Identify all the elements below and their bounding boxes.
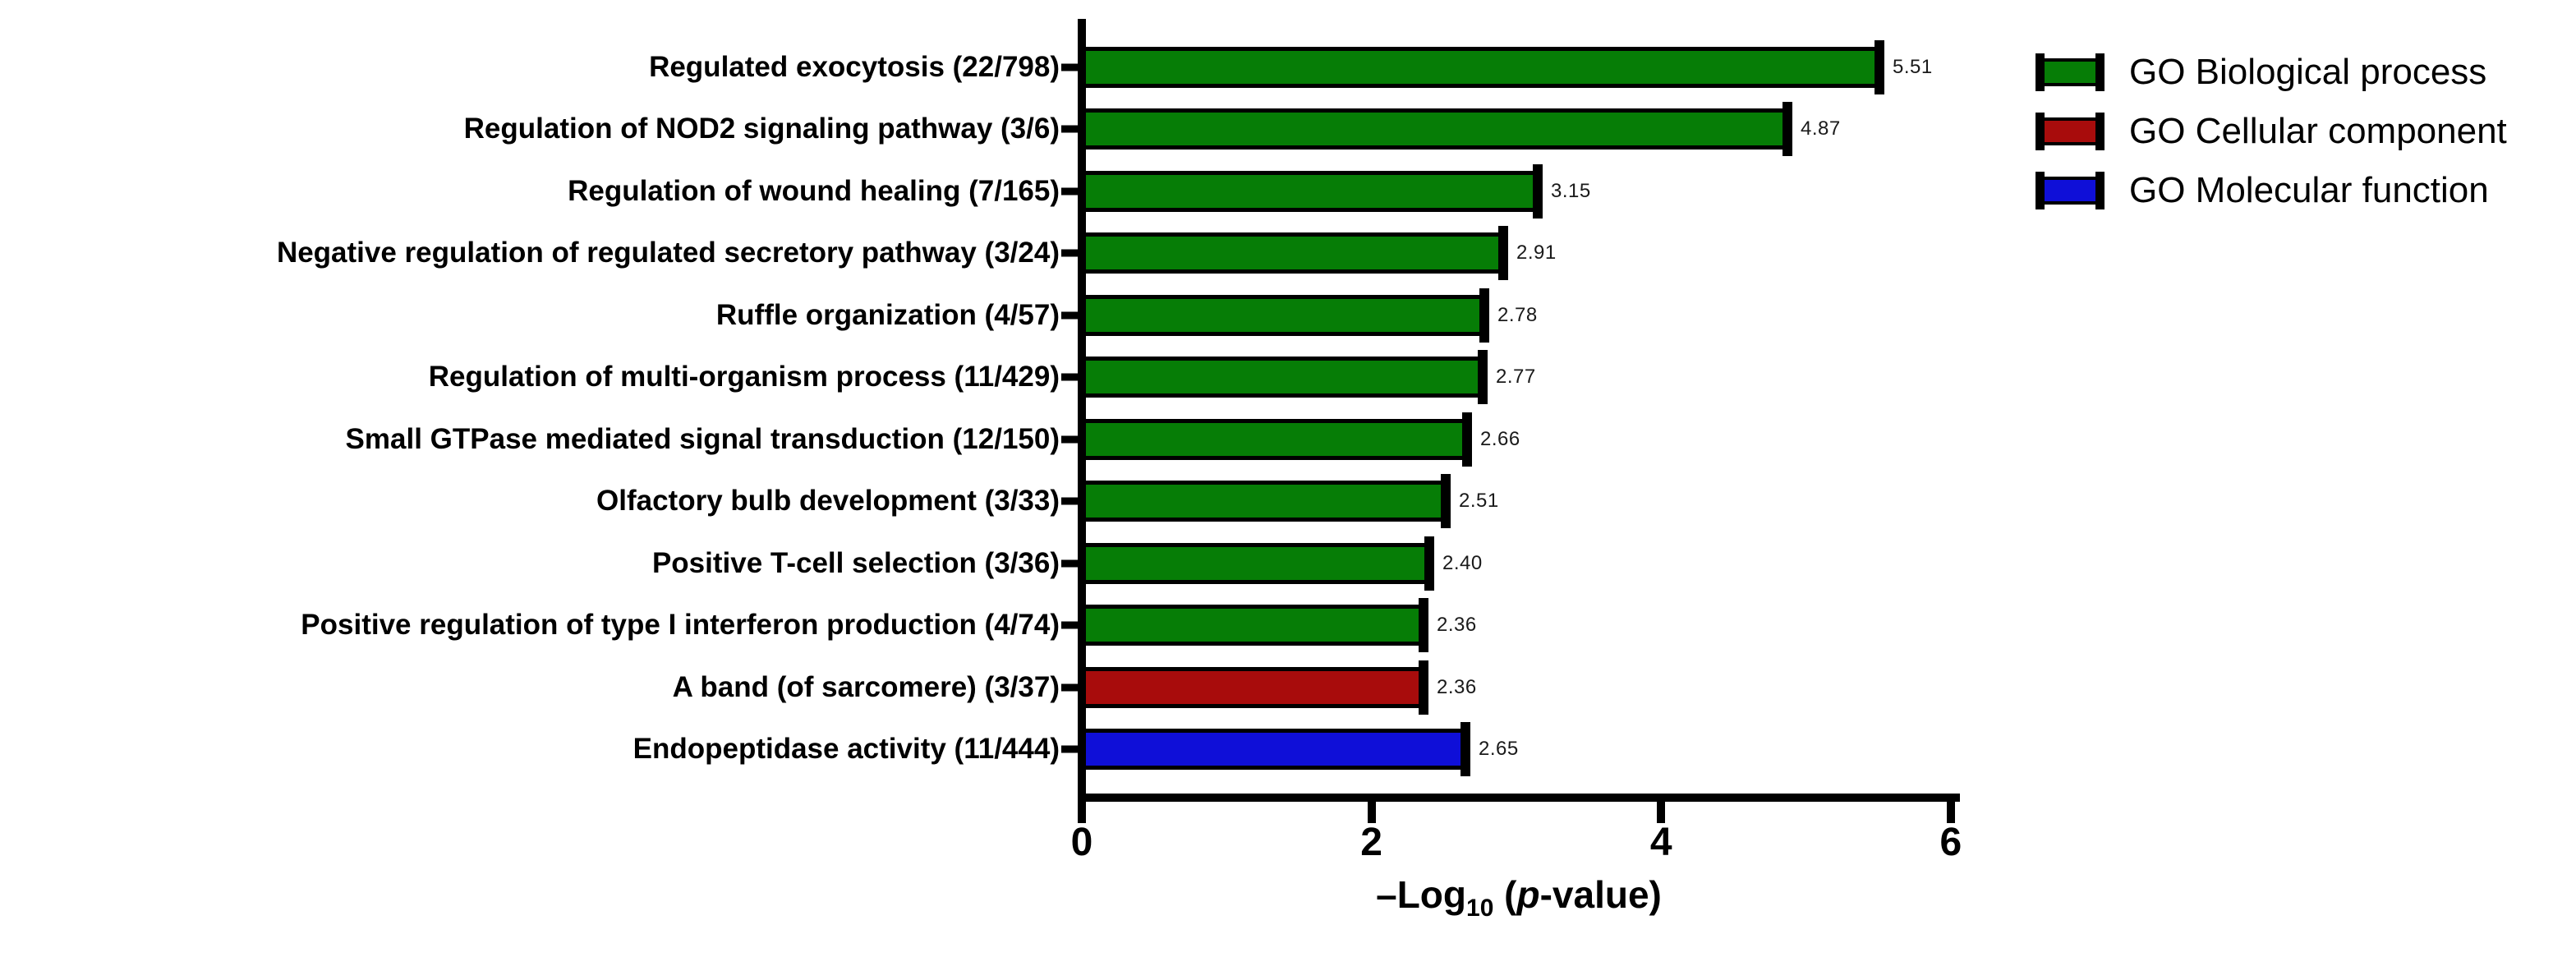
- legend-swatch-right-cap: [2095, 53, 2104, 91]
- category-label: Negative regulation of regulated secreto…: [276, 237, 1060, 269]
- x-tick-label: 0: [1070, 821, 1093, 864]
- bar-end-cap: [1874, 40, 1884, 94]
- x-tick-label: 6: [1939, 821, 1962, 864]
- category-label: Regulation of multi-organism process (11…: [428, 361, 1060, 393]
- x-axis-line: [1078, 794, 1960, 802]
- category-label: Regulated exocytosis (22/798): [649, 50, 1060, 83]
- legend-swatch-left-cap: [2036, 172, 2045, 209]
- bar-end-cap: [1478, 350, 1488, 405]
- bar-value-label: 2.36: [1437, 614, 1477, 637]
- bar-value-label: 3.15: [1551, 179, 1591, 202]
- bar-value-label: 2.40: [1442, 551, 1483, 574]
- legend-swatch-right-cap: [2095, 172, 2104, 209]
- bar: [1086, 357, 1483, 398]
- legend-item-label: GO Molecular function: [2129, 170, 2489, 210]
- category-tick: [1061, 373, 1086, 381]
- bar-value-label: 2.78: [1497, 303, 1538, 326]
- x-axis-title: –Log10 (p-value): [1078, 872, 1960, 922]
- category-label: Ruffle organization (4/57): [715, 298, 1060, 331]
- x-axis-title-prefix: –Log: [1376, 873, 1467, 916]
- bar: [1086, 481, 1446, 522]
- bar: [1086, 170, 1538, 212]
- category-tick: [1061, 621, 1086, 629]
- x-tick-label: 2: [1360, 821, 1382, 864]
- bar: [1086, 47, 1879, 88]
- y-axis-line: [1078, 19, 1086, 802]
- bar-value-label: 2.66: [1480, 427, 1520, 450]
- category-tick: [1061, 683, 1086, 691]
- bar: [1086, 666, 1424, 708]
- category-label: Olfactory bulb development (3/33): [596, 484, 1060, 517]
- bar-end-cap: [1424, 536, 1434, 591]
- bar: [1086, 232, 1503, 274]
- bar-value-label: 2.51: [1459, 490, 1499, 513]
- bar: [1086, 605, 1424, 646]
- legend-item-label: GO Cellular component: [2129, 111, 2507, 151]
- bar-end-cap: [1533, 163, 1543, 219]
- bar: [1086, 728, 1465, 770]
- legend-swatch-fill: [2040, 117, 2100, 145]
- legend-swatch-fill: [2040, 177, 2100, 205]
- category-tick: [1061, 745, 1086, 753]
- category-label: Positive regulation of type I interferon…: [301, 608, 1060, 641]
- category-tick: [1061, 435, 1086, 444]
- bar-value-label: 2.77: [1496, 366, 1536, 389]
- bar: [1086, 108, 1787, 150]
- legend-swatch-right-cap: [2095, 113, 2104, 150]
- bar-end-cap: [1782, 102, 1792, 157]
- legend-swatch-left-cap: [2036, 53, 2045, 91]
- bar-end-cap: [1441, 474, 1451, 529]
- category-tick: [1061, 311, 1086, 320]
- legend-swatch-left-cap: [2036, 113, 2045, 150]
- bar: [1086, 294, 1484, 336]
- category-tick: [1061, 63, 1086, 71]
- bar-end-cap: [1419, 660, 1428, 715]
- x-axis-title-p: p: [1516, 873, 1540, 916]
- legend-swatch: [2036, 53, 2104, 91]
- bar-value-label: 2.36: [1437, 675, 1477, 698]
- category-label: Regulation of wound healing (7/165): [568, 174, 1060, 207]
- category-label: Endopeptidase activity (11/444): [632, 732, 1060, 765]
- bar: [1086, 542, 1429, 584]
- x-axis-title-rest: -value): [1539, 873, 1662, 916]
- bar-end-cap: [1462, 412, 1472, 467]
- x-tick: [1367, 802, 1376, 823]
- category-label: Positive T-cell selection (3/36): [651, 546, 1060, 579]
- category-tick: [1061, 187, 1086, 196]
- bar-value-label: 5.51: [1893, 56, 1933, 78]
- x-tick-label: 4: [1649, 821, 1672, 864]
- bar: [1086, 418, 1467, 460]
- category-tick: [1061, 497, 1086, 505]
- bar-end-cap: [1460, 721, 1470, 776]
- category-tick: [1061, 125, 1086, 133]
- x-axis-title-open: (: [1493, 873, 1517, 916]
- x-tick: [1657, 802, 1666, 823]
- bar-value-label: 2.65: [1479, 737, 1519, 760]
- x-tick: [1946, 802, 1955, 823]
- category-tick: [1061, 249, 1086, 257]
- category-tick: [1061, 559, 1086, 568]
- legend-swatch: [2036, 113, 2104, 150]
- x-tick: [1078, 802, 1086, 823]
- category-label: A band (of sarcomere) (3/37): [672, 670, 1060, 703]
- x-axis-title-subscript: 10: [1466, 895, 1494, 922]
- bar-value-label: 4.87: [1801, 117, 1841, 140]
- legend-item-label: GO Biological process: [2129, 52, 2487, 92]
- legend-swatch-fill: [2040, 58, 2100, 86]
- legend-swatch: [2036, 172, 2104, 209]
- bar-end-cap: [1419, 598, 1428, 653]
- bar-end-cap: [1479, 288, 1489, 343]
- bar-end-cap: [1498, 226, 1508, 281]
- bar-value-label: 2.91: [1516, 242, 1557, 265]
- category-label: Regulation of NOD2 signaling pathway (3/…: [463, 113, 1060, 145]
- category-label: Small GTPase mediated signal transductio…: [345, 422, 1060, 455]
